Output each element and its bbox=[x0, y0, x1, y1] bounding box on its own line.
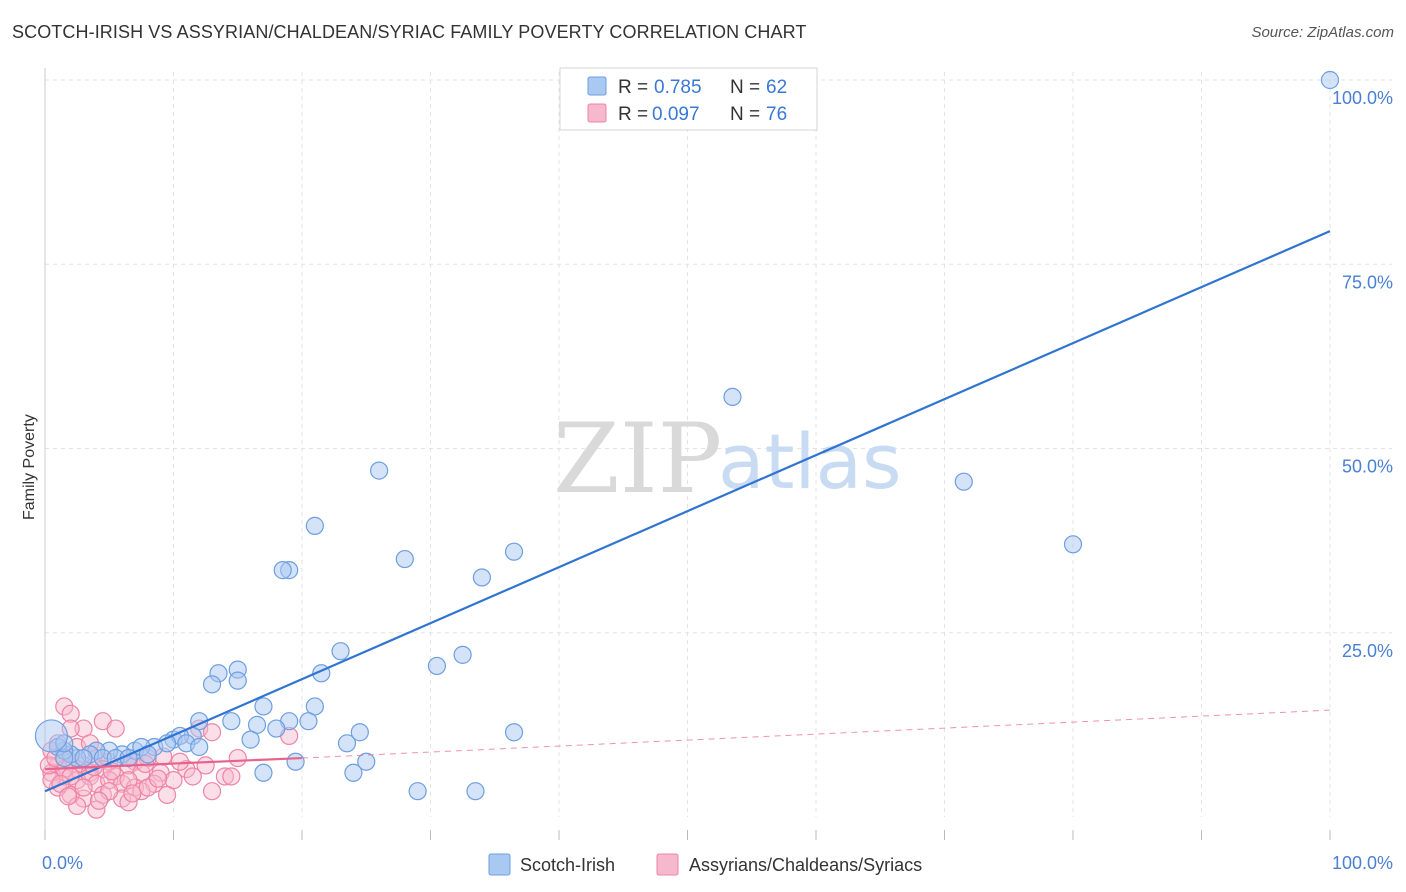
point-assyrians bbox=[215, 767, 234, 786]
legend-blue-r-label: R = bbox=[618, 77, 648, 98]
point-scotch-irish bbox=[74, 748, 93, 768]
point-scotch-irish bbox=[202, 675, 222, 694]
y-tick-label: 50.0% bbox=[1342, 457, 1393, 477]
point-assyrians bbox=[157, 785, 177, 804]
legend-blue-n-value: 62 bbox=[766, 77, 787, 98]
x-tick-label: 0.0% bbox=[42, 853, 83, 873]
point-assyrians bbox=[61, 704, 80, 723]
point-scotch-irish bbox=[427, 656, 447, 676]
trend-lines bbox=[44, 230, 1331, 793]
y-axis-ticks: 100.0% 75.0% 50.0% 25.0% bbox=[1332, 88, 1393, 661]
legend-swatch-blue bbox=[587, 76, 607, 96]
source-label: Source: ZipAtlas.com bbox=[1251, 24, 1394, 41]
point-scotch-irish bbox=[954, 472, 973, 491]
point-assyrians bbox=[222, 767, 241, 786]
legend-pink-r-value: 0.097 bbox=[652, 104, 700, 125]
point-scotch-irish bbox=[370, 461, 389, 480]
point-assyrians bbox=[202, 782, 222, 801]
point-assyrians bbox=[123, 784, 142, 803]
point-scotch-irish bbox=[350, 723, 369, 742]
point-scotch-irish bbox=[1063, 535, 1083, 554]
point-scotch-irish bbox=[723, 387, 742, 407]
point-assyrians bbox=[119, 793, 138, 812]
bottom-legend: Scotch-Irish Assyrians/Chaldeans/Syriacs bbox=[488, 853, 922, 876]
x-tick-label: 100.0% bbox=[1332, 853, 1393, 873]
x-axis-ticks: 0.0% 100.0% bbox=[42, 853, 1393, 873]
grid bbox=[44, 68, 1392, 840]
y-tick-label: 25.0% bbox=[1342, 641, 1393, 661]
point-scotch-irish bbox=[344, 763, 363, 782]
point-scotch-irish bbox=[254, 697, 273, 716]
point-scotch-irish bbox=[337, 734, 357, 753]
watermark-zip: ZIP bbox=[553, 403, 722, 515]
point-assyrians bbox=[177, 759, 196, 779]
bottom-legend-swatch-blue bbox=[488, 853, 511, 876]
point-scotch-irish bbox=[466, 782, 485, 801]
point-scotch-irish bbox=[286, 752, 305, 771]
legend-blue-n-label: N = bbox=[730, 77, 760, 98]
point-assyrians bbox=[148, 769, 168, 788]
bottom-legend-label-blue: Scotch-Irish bbox=[520, 855, 615, 875]
point-scotch-irish bbox=[453, 645, 472, 664]
point-scotch-irish bbox=[190, 737, 209, 757]
trend-line-assyrians bbox=[44, 756, 303, 771]
legend-pink-n-label: N = bbox=[730, 104, 760, 125]
point-assyrians bbox=[74, 778, 93, 797]
point-scotch-irish bbox=[395, 549, 414, 569]
legend-pink-r-label: R = bbox=[618, 104, 648, 125]
point-assyrians bbox=[183, 767, 202, 786]
point-scotch-irish bbox=[305, 516, 324, 535]
point-scotch-irish bbox=[34, 719, 69, 753]
y-tick-label: 100.0% bbox=[1332, 88, 1393, 108]
point-scotch-irish bbox=[222, 712, 241, 731]
point-scotch-irish bbox=[331, 642, 350, 661]
point-scotch-irish bbox=[472, 568, 491, 587]
point-scotch-irish bbox=[228, 671, 247, 690]
point-assyrians bbox=[55, 697, 74, 716]
y-tick-label: 75.0% bbox=[1342, 272, 1393, 292]
bottom-legend-swatch-pink bbox=[656, 853, 679, 876]
point-assyrians bbox=[59, 787, 78, 806]
point-scotch-irish bbox=[357, 752, 376, 771]
point-assyrians bbox=[106, 719, 125, 738]
point-assyrians bbox=[89, 791, 109, 810]
legend-blue-r-value: 0.785 bbox=[654, 77, 702, 98]
point-scotch-irish bbox=[408, 782, 427, 801]
y-axis-label: Family Poverty bbox=[21, 414, 38, 520]
point-assyrians bbox=[202, 723, 222, 742]
chart-title: SCOTCH-IRISH VS ASSYRIAN/CHALDEAN/SYRIAC… bbox=[12, 22, 807, 42]
point-assyrians bbox=[170, 752, 190, 771]
legend-swatch-pink bbox=[587, 103, 607, 123]
point-scotch-irish bbox=[273, 561, 292, 580]
trend-line-assyrians-dashed bbox=[301, 709, 1331, 759]
watermark: ZIP atlas bbox=[553, 403, 902, 515]
top-legend: R = 0.785 N = 62 R = 0.097 N = 76 bbox=[559, 67, 818, 131]
bottom-legend-label-pink: Assyrians/Chaldeans/Syriacs bbox=[689, 855, 922, 875]
point-scotch-irish bbox=[1320, 70, 1340, 90]
point-scotch-irish bbox=[504, 723, 524, 742]
legend-pink-n-value: 76 bbox=[766, 104, 787, 125]
point-scotch-irish bbox=[267, 719, 286, 738]
point-scotch-irish bbox=[241, 730, 260, 749]
point-scotch-irish bbox=[299, 712, 318, 731]
trend-line-scotch-irish bbox=[44, 230, 1331, 793]
point-scotch-irish bbox=[254, 763, 273, 782]
point-assyrians bbox=[228, 748, 247, 768]
point-scotch-irish bbox=[504, 542, 524, 561]
